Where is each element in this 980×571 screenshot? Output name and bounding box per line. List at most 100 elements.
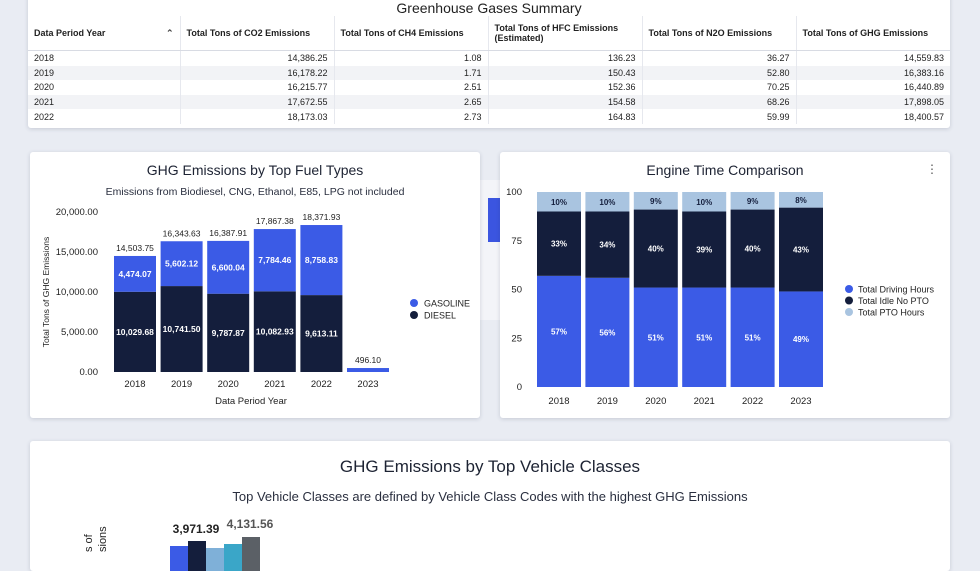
- stacked-bar-segment: [585, 192, 630, 212]
- gasoline-bar: [160, 241, 203, 287]
- segment-data-label: 40%: [648, 245, 664, 254]
- legend-swatch: [845, 285, 853, 293]
- table-cell: 1.08: [333, 50, 488, 66]
- total-data-label: 17,867.38: [256, 216, 294, 226]
- gasoline-data-label: 5,602.12: [165, 259, 198, 269]
- column-header-ghg[interactable]: Total Tons of GHG Emissions: [795, 16, 950, 51]
- table-row: 2018 14,386.25 1.08 136.23 36.27 14,559.83: [28, 50, 950, 66]
- table-cell: 152.36: [487, 80, 642, 95]
- table-row: 2022 18,173.03 2.73 164.83 59.99 18,400.57: [28, 109, 950, 124]
- chart-subtitle: Top Vehicle Classes are defined by Vehic…: [232, 489, 748, 504]
- x-tick-label: 2019: [597, 396, 618, 407]
- y-tick-label: 50: [511, 285, 522, 296]
- diesel-legend-swatch: [410, 311, 418, 319]
- chart-title: GHG Emissions by Top Vehicle Classes: [339, 457, 641, 476]
- data-label: 3,971.39: [173, 522, 220, 536]
- stacked-bar-segment: [682, 192, 727, 212]
- stacked-bar-segment: [633, 192, 678, 210]
- segment-data-label: 49%: [793, 335, 809, 344]
- legend-item: Total Idle No PTO: [858, 296, 929, 306]
- gasoline-bar: [300, 225, 343, 296]
- engine-time-chart-card: Engine Time Comparison ⋮ 0 25 50 75 100 57% 33…: [500, 152, 950, 418]
- gasoline-bar: [347, 368, 389, 372]
- column-header-co2[interactable]: Total Tons of CO2 Emissions: [179, 16, 334, 51]
- legend-swatch: [845, 308, 853, 316]
- diesel-bar: [207, 293, 250, 372]
- segment-data-label: 34%: [599, 241, 615, 250]
- y-tick-label: 20,000.00: [56, 207, 98, 218]
- table-cell: 70.25: [641, 80, 796, 95]
- diesel-bar: [114, 291, 156, 372]
- table-cell: 68.26: [641, 94, 796, 110]
- diesel-bar: [300, 295, 343, 372]
- stacked-bar-segment: [779, 192, 823, 208]
- diesel-data-label: 9,787.87: [212, 328, 245, 338]
- table-cell: 2.65: [333, 94, 488, 110]
- table-cell: 59.99: [641, 109, 796, 124]
- fuel-types-chart-card: GHG Emissions by Top Fuel Types Emission…: [30, 152, 480, 418]
- table-cell: 16,383.16: [795, 65, 950, 81]
- table-cell: 154.58: [487, 94, 642, 110]
- segment-data-label: 56%: [599, 328, 615, 337]
- segment-data-label: 51%: [696, 333, 712, 342]
- table-header-row: Data Period Year ⌃ Total Tons of CO2 Emis…: [28, 16, 950, 51]
- kebab-menu-icon[interactable]: ⋮: [926, 162, 938, 176]
- table-cell: 2021: [28, 94, 180, 110]
- legend-item: Total PTO Hours: [858, 308, 925, 318]
- y-tick-label: 0.00: [80, 367, 99, 378]
- y-tick-label: 10,000.00: [56, 287, 98, 298]
- x-tick-label: 2021: [694, 396, 715, 407]
- gasoline-bar: [114, 255, 156, 292]
- x-tick-label: 2021: [264, 379, 285, 390]
- x-tick-label: 2023: [357, 379, 378, 390]
- stacked-bar-segment: [633, 287, 678, 387]
- ghg-summary-card: Greenhouse Gases Summary Data Period Yea…: [28, 0, 950, 128]
- gasoline-legend-swatch: [410, 299, 418, 307]
- x-tick-label: 2019: [171, 379, 192, 390]
- fuel-types-chart: 0.00 5,000.00 10,000.00 15,000.00 20,000.00 T…: [41, 207, 470, 407]
- table-row: 2020 16,215.77 2.51 152.36 70.25 16,440.89: [28, 80, 950, 95]
- table-cell: 16,215.77: [179, 80, 334, 95]
- segment-data-label: 10%: [696, 198, 712, 207]
- x-tick-label: 2020: [218, 379, 239, 390]
- stacked-bar-segment: [779, 207, 823, 292]
- table-cell: 150.43: [487, 65, 642, 81]
- column-header-hfc[interactable]: Total Tons of HFC Emissions (Estimated): [487, 16, 642, 51]
- table-cell: 16,178.22: [179, 65, 334, 81]
- summary-table: Data Period Year ⌃ Total Tons of CO2 Emis…: [28, 16, 950, 124]
- gasoline-bar: [207, 240, 250, 294]
- diesel-bar: [253, 291, 296, 372]
- background-bar: [488, 198, 500, 242]
- y-axis-label: sions: [97, 526, 109, 552]
- stacked-bar-segment: [730, 192, 775, 210]
- y-tick-label: 5,000.00: [61, 327, 98, 338]
- x-tick-label: 2023: [790, 396, 811, 407]
- table-cell: 2020: [34, 82, 55, 93]
- column-header-ch4[interactable]: Total Tons of CH4 Emissions: [333, 16, 488, 51]
- table-cell: 17,898.05: [795, 94, 950, 110]
- segment-data-label: 8%: [795, 196, 807, 205]
- vehicle-class-bar: [242, 537, 260, 571]
- segment-data-label: 51%: [648, 333, 664, 342]
- vehicle-class-bar: [206, 548, 224, 571]
- table-row: 2021 17,672.55 2.65 154.58 68.26 17,898.05: [28, 94, 950, 110]
- column-header-n2o[interactable]: Total Tons of N2O Emissions: [641, 16, 796, 51]
- column-header-year[interactable]: Data Period Year ⌃: [28, 16, 180, 51]
- stacked-bar-segment: [537, 275, 581, 387]
- total-data-label: 496.10: [355, 355, 381, 365]
- table-cell: 52.80: [641, 65, 796, 81]
- total-data-label: 16,387.91: [209, 228, 247, 238]
- table-cell: 2022: [34, 111, 55, 122]
- legend-item: DIESEL: [424, 311, 456, 321]
- chart-title: GHG Emissions by Top Fuel Types: [146, 162, 364, 178]
- diesel-bar: [160, 286, 203, 372]
- y-tick-label: 25: [511, 333, 522, 344]
- segment-data-label: 43%: [793, 246, 809, 255]
- gasoline-bar: [253, 229, 296, 292]
- segment-data-label: 9%: [650, 197, 662, 206]
- vehicle-class-bar: [224, 544, 242, 571]
- caret-up-icon[interactable]: ⌃: [165, 27, 174, 38]
- stacked-bar-segment: [537, 192, 581, 212]
- segment-data-label: 57%: [551, 327, 567, 336]
- legend-item: GASOLINE: [424, 299, 470, 309]
